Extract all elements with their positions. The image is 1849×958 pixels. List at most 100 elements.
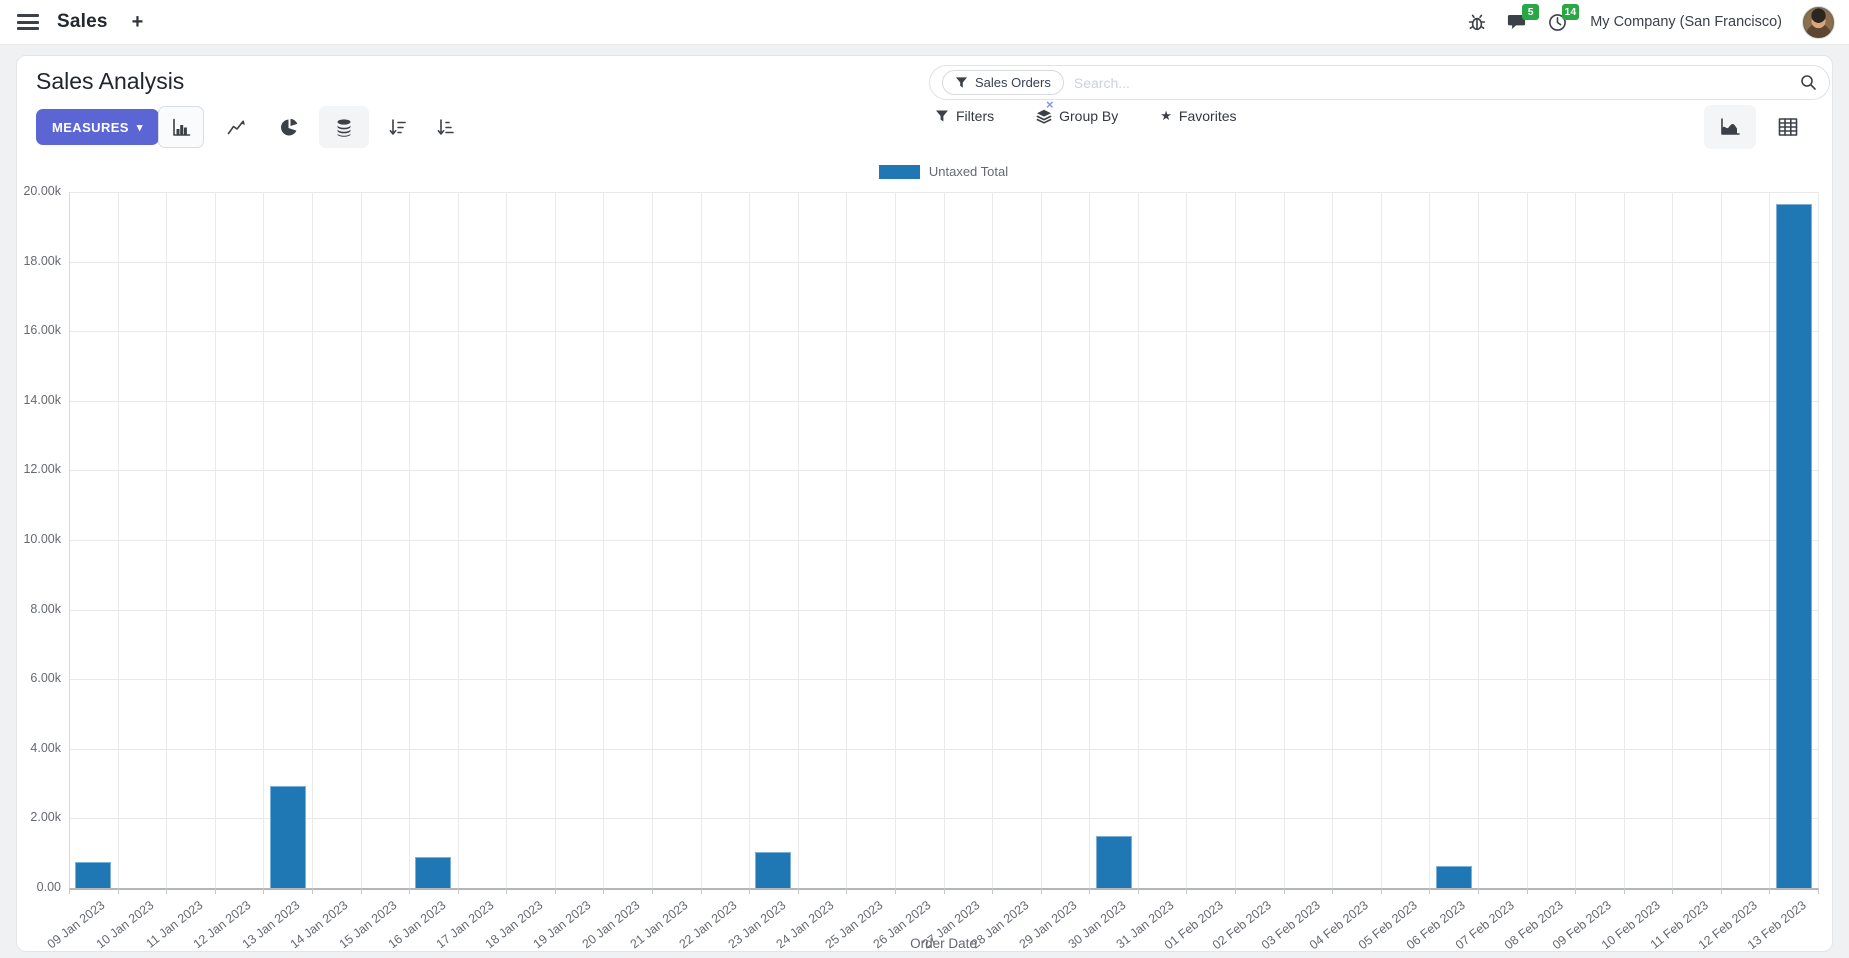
bar-23-jan-2023[interactable] — [755, 852, 792, 888]
sort-ascending-button[interactable] — [423, 106, 467, 148]
x-axis-tick — [1429, 888, 1431, 894]
y-axis-tick-label: 20.00k — [23, 184, 61, 198]
new-tab-plus-button[interactable]: + — [131, 10, 144, 33]
gridline-vertical — [1040, 192, 1042, 888]
gridline-vertical — [554, 192, 556, 888]
bar-06-feb-2023[interactable] — [1435, 866, 1472, 888]
filters-button[interactable]: Filters — [935, 108, 994, 124]
star-icon: ★ — [1160, 108, 1172, 123]
y-axis-tick-label: 10.00k — [23, 532, 61, 546]
messages-count-badge: 5 — [1522, 4, 1540, 20]
x-axis-tick — [506, 888, 508, 894]
x-axis-tick — [1623, 888, 1625, 894]
x-axis-tick — [1235, 888, 1236, 894]
gridline-vertical — [1575, 192, 1577, 888]
gridline-vertical — [1818, 192, 1819, 888]
stacked-toggle-button[interactable] — [319, 106, 369, 148]
x-axis-tick — [554, 888, 556, 894]
y-axis-tick-label: 16.00k — [23, 323, 61, 338]
x-axis-tick — [992, 888, 994, 894]
gridline-vertical — [1380, 192, 1382, 888]
search-bar[interactable]: Sales Orders × — [929, 65, 1830, 112]
group-by-button[interactable]: Group By — [1036, 108, 1118, 124]
x-axis-tick — [846, 888, 848, 894]
gridline-vertical — [1137, 192, 1139, 888]
x-axis-tick — [1040, 888, 1042, 894]
gridline-vertical — [1283, 192, 1285, 888]
line-chart-icon — [227, 119, 245, 134]
x-axis-tick — [263, 888, 265, 894]
search-facet-chip[interactable]: Sales Orders — [942, 70, 1064, 95]
x-axis-tick — [1186, 888, 1188, 894]
x-axis-tick — [894, 888, 896, 894]
x-axis-tick — [69, 888, 70, 894]
user-avatar[interactable] — [1802, 5, 1835, 39]
x-axis-tick — [1672, 888, 1674, 894]
messages-icon[interactable]: 5 — [1504, 4, 1540, 35]
gridline-vertical — [360, 192, 362, 888]
gridline-vertical — [214, 192, 216, 888]
y-axis-tick-label: 4.00k — [30, 740, 61, 755]
pie-chart-icon — [280, 118, 297, 135]
y-axis-tick-label: 14.00k — [23, 392, 61, 407]
pie-chart-button[interactable] — [266, 106, 312, 148]
graph-view-button[interactable] — [1704, 105, 1756, 149]
gridline-vertical — [1186, 192, 1188, 888]
bar-13-feb-2023[interactable] — [1775, 204, 1812, 888]
view-switcher — [1704, 105, 1814, 149]
graph-view-icon — [1721, 118, 1740, 135]
legend-item[interactable]: Untaxed Total — [69, 164, 1818, 179]
y-axis-tick-label: 18.00k — [23, 253, 61, 268]
x-axis-tick — [311, 888, 313, 894]
pivot-view-icon — [1778, 118, 1798, 136]
bar-30-jan-2023[interactable] — [1095, 836, 1132, 888]
debug-bug-icon[interactable] — [1464, 9, 1490, 35]
gridline-vertical — [69, 192, 70, 888]
x-axis-tick — [1526, 888, 1528, 894]
chevron-down-icon: ▾ — [136, 121, 143, 134]
measures-button[interactable]: MEASURES ▾ — [36, 109, 159, 145]
gridline-vertical — [943, 192, 945, 888]
gridline-vertical — [117, 192, 119, 888]
gridline-vertical — [1332, 192, 1334, 888]
activities-count-badge: 14 — [1561, 4, 1580, 20]
x-axis-tick — [1769, 888, 1771, 894]
gridline-vertical — [749, 192, 751, 888]
plot-area: 0.00 2.00k 4.00k 6.00k 8.00k 10.00k 12.00k 14.0… — [23, 184, 1819, 952]
gridline-vertical — [409, 192, 411, 888]
x-axis-tick — [1477, 888, 1479, 894]
group-by-layers-icon — [1036, 109, 1052, 124]
bar-09-jan-2023[interactable] — [75, 861, 112, 888]
y-axis-tick-label: 8.00k — [30, 601, 61, 616]
gridline-vertical — [846, 192, 848, 888]
top-navbar: Sales + 5 14 — [0, 0, 1849, 45]
search-input[interactable] — [1063, 74, 1800, 91]
pivot-view-button[interactable] — [1762, 105, 1814, 149]
company-switcher[interactable]: My Company (San Francisco) — [1590, 14, 1782, 30]
x-axis-tick — [749, 888, 751, 894]
x-axis-title: Order Date — [910, 936, 977, 951]
bar-16-jan-2023[interactable] — [415, 857, 452, 888]
gridline-vertical — [1769, 192, 1771, 888]
x-axis-tick — [943, 888, 945, 894]
bar-chart-button[interactable] — [158, 106, 204, 148]
bar-13-jan-2023[interactable] — [269, 786, 306, 888]
gridline-vertical — [1235, 192, 1236, 888]
line-chart-button[interactable] — [213, 106, 259, 148]
y-axis-tick-label: 6.00k — [30, 671, 61, 686]
app-name[interactable]: Sales — [57, 11, 108, 32]
apps-menu-icon[interactable] — [17, 14, 39, 30]
sort-descending-button[interactable] — [375, 106, 419, 148]
x-axis-tick — [166, 888, 168, 894]
x-axis-tick — [1380, 888, 1382, 894]
gridline-vertical — [1089, 192, 1091, 888]
activities-clock-icon[interactable]: 14 — [1544, 4, 1580, 35]
y-axis-tick-label: 2.00k — [30, 810, 61, 825]
favorites-button[interactable]: ★ Favorites — [1160, 108, 1237, 124]
gridline-vertical — [1429, 192, 1431, 888]
x-axis-tick — [1720, 888, 1722, 894]
facet-remove-icon[interactable]: × — [1046, 97, 1054, 112]
legend-swatch — [878, 164, 920, 179]
search-icon[interactable] — [1800, 74, 1817, 91]
gridline-vertical — [1526, 192, 1528, 888]
